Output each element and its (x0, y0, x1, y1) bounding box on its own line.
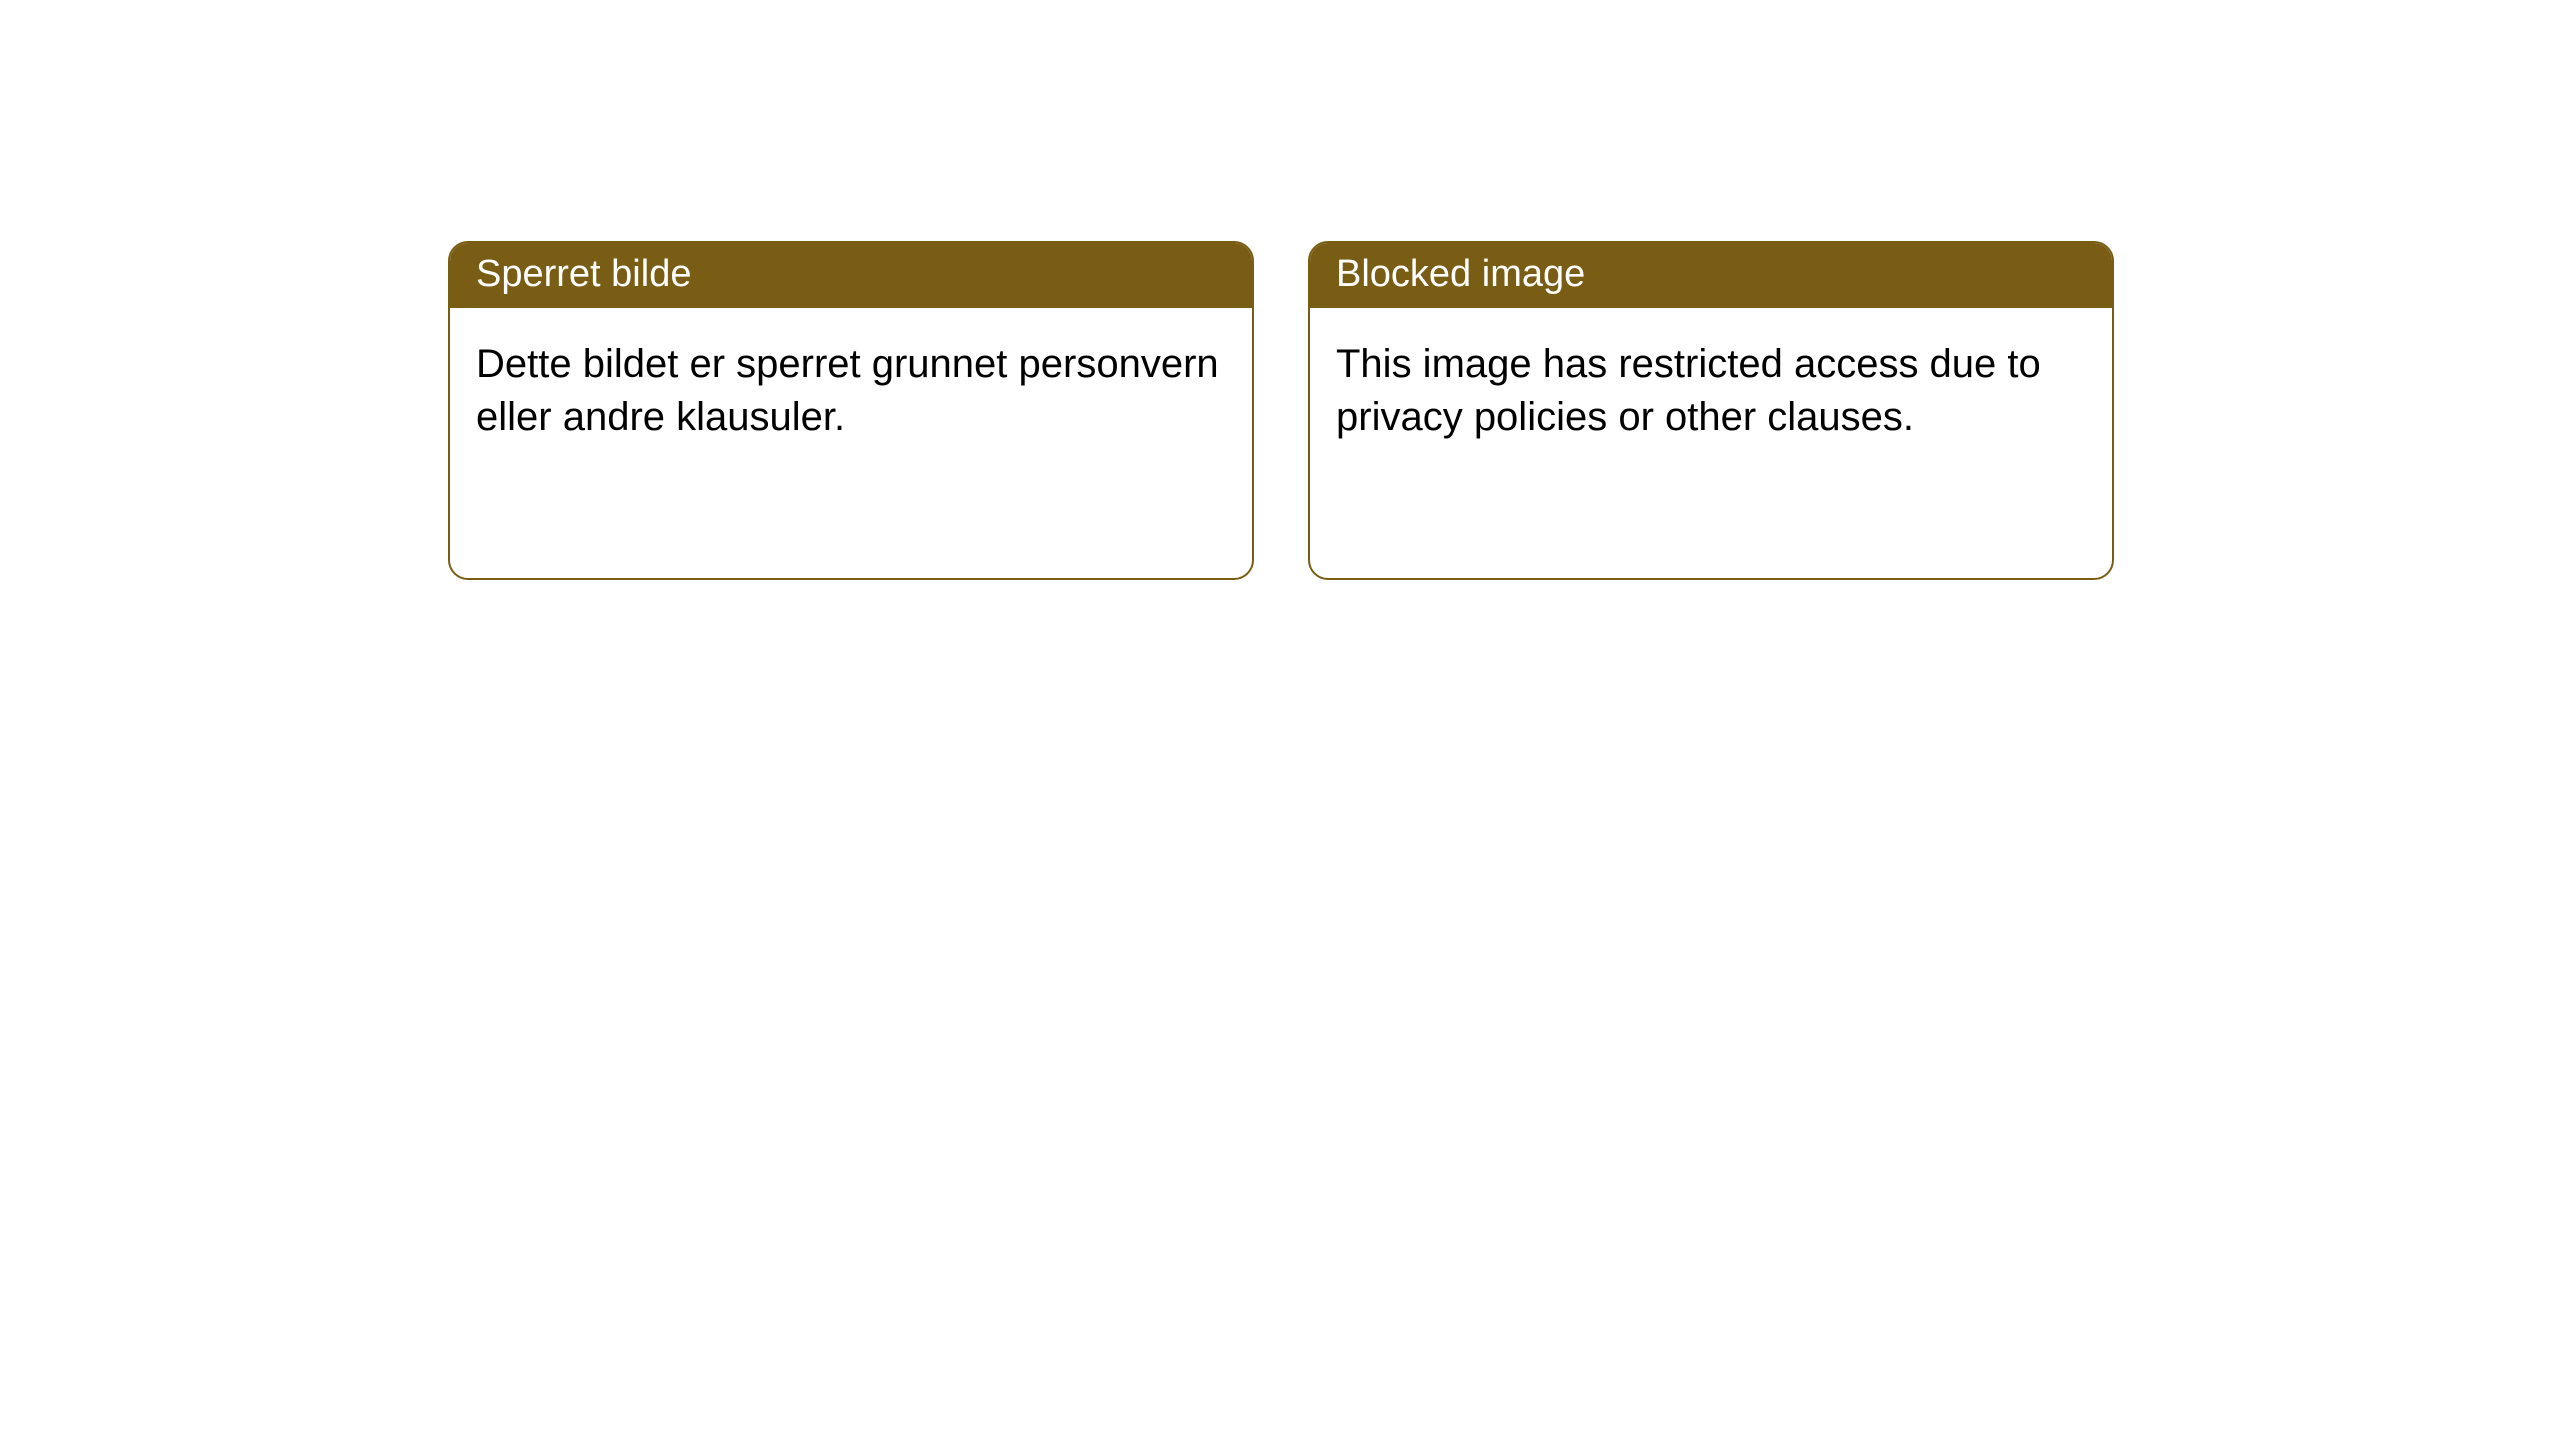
blocked-image-notices: Sperret bilde Dette bildet er sperret gr… (448, 241, 2114, 580)
notice-box-norwegian: Sperret bilde Dette bildet er sperret gr… (448, 241, 1254, 580)
notice-box-english: Blocked image This image has restricted … (1308, 241, 2114, 580)
notice-title: Blocked image (1310, 243, 2112, 308)
notice-message: Dette bildet er sperret grunnet personve… (450, 308, 1252, 474)
notice-title: Sperret bilde (450, 243, 1252, 308)
notice-message: This image has restricted access due to … (1310, 308, 2112, 474)
